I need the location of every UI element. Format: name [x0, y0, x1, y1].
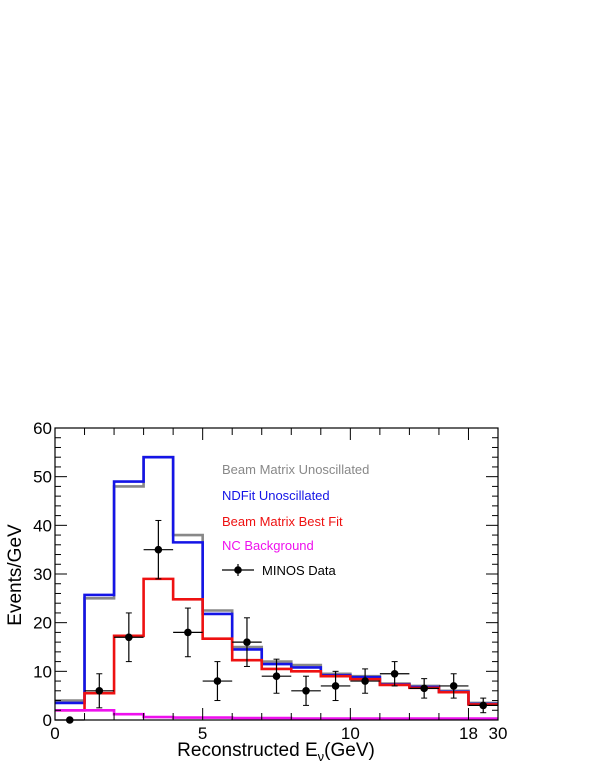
data-marker	[95, 687, 104, 695]
x-tick-label: 5	[198, 724, 207, 743]
y-tick-label: 30	[33, 565, 52, 584]
legend-entry-ndfit-unoscillated: NDFit Unoscillated	[222, 488, 330, 503]
data-point	[438, 673, 469, 699]
legend-entry-nc-background: NC Background	[222, 538, 314, 553]
data-marker	[302, 687, 310, 695]
x-axis-label: Reconstructed Eν(GeV)	[177, 740, 375, 764]
data-marker	[243, 638, 251, 646]
y-axis-label: Events/GeV	[5, 524, 26, 626]
data-marker	[361, 677, 369, 685]
x-axis-label-main: Reconstructed E	[177, 740, 317, 761]
x-axis-label-unit: (GeV)	[324, 740, 375, 761]
data-point	[350, 668, 380, 694]
data-point	[202, 661, 233, 702]
y-tick-label: 20	[33, 614, 52, 633]
y-tick-label: 50	[33, 468, 52, 487]
x-tick-label: 10	[341, 724, 360, 743]
data-marker	[272, 672, 281, 680]
data-point	[320, 670, 351, 702]
legend-entry-beam-matrix-best-fit: Beam Matrix Best Fit	[222, 514, 343, 529]
x-axis-label-subscript: ν	[318, 749, 325, 764]
x-tick-label: 18	[459, 724, 478, 743]
data-marker	[331, 682, 340, 690]
y-tick-label: 0	[43, 711, 52, 730]
data-marker	[390, 669, 399, 678]
data-point	[468, 697, 498, 714]
legend-entry-beam-matrix-unoscillated: Beam Matrix Unoscillated	[222, 462, 369, 477]
y-tick-labels: 0 10 20 30 40 50 60	[33, 419, 52, 730]
x-tick-label: 30	[489, 724, 508, 743]
y-tick-label: 10	[33, 662, 52, 681]
legend-marker-minos-data	[222, 564, 254, 576]
y-tick-label: 60	[33, 419, 52, 438]
data-point	[84, 673, 115, 709]
data-point	[232, 617, 262, 667]
data-marker	[420, 684, 428, 693]
data-marker	[213, 677, 222, 685]
series-nc-background	[55, 708, 498, 720]
y-tick-label: 40	[33, 516, 52, 535]
data-point	[143, 519, 174, 580]
legend-entry-minos-data: MINOS Data	[262, 563, 336, 578]
data-point	[261, 658, 292, 694]
data-marker	[125, 633, 133, 642]
axis-ticks	[54, 427, 499, 721]
x-tick-labels: 0 5 10 18 30	[50, 724, 507, 743]
data-marker	[479, 701, 488, 710]
data-point	[291, 675, 321, 706]
data-marker	[184, 628, 192, 637]
data-marker	[154, 545, 163, 554]
legend: Beam Matrix Unoscillated NDFit Unoscilla…	[222, 462, 369, 578]
x-tick-label: 0	[50, 724, 59, 743]
data-point	[409, 678, 439, 699]
data-point	[379, 661, 410, 687]
data-point	[114, 612, 144, 663]
data-marker	[449, 682, 458, 690]
data-point	[173, 607, 203, 658]
